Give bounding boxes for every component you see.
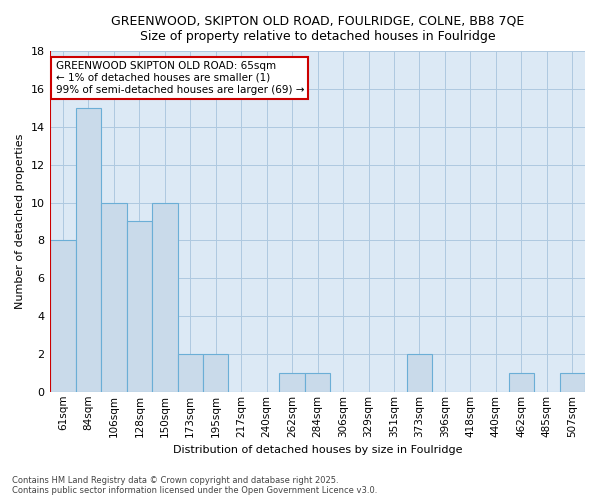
Text: GREENWOOD SKIPTON OLD ROAD: 65sqm
← 1% of detached houses are smaller (1)
99% of: GREENWOOD SKIPTON OLD ROAD: 65sqm ← 1% o…: [56, 62, 304, 94]
Bar: [509, 373, 534, 392]
Bar: [101, 202, 127, 392]
Bar: [407, 354, 432, 392]
Bar: [178, 354, 203, 392]
Bar: [305, 373, 331, 392]
Bar: [560, 373, 585, 392]
Bar: [280, 373, 305, 392]
Title: GREENWOOD, SKIPTON OLD ROAD, FOULRIDGE, COLNE, BB8 7QE
Size of property relative: GREENWOOD, SKIPTON OLD ROAD, FOULRIDGE, …: [111, 15, 524, 43]
Bar: [76, 108, 101, 392]
Bar: [152, 202, 178, 392]
Y-axis label: Number of detached properties: Number of detached properties: [15, 134, 25, 309]
Bar: [127, 222, 152, 392]
Bar: [50, 240, 76, 392]
Text: Contains HM Land Registry data © Crown copyright and database right 2025.
Contai: Contains HM Land Registry data © Crown c…: [12, 476, 377, 495]
X-axis label: Distribution of detached houses by size in Foulridge: Distribution of detached houses by size …: [173, 445, 463, 455]
Bar: [203, 354, 229, 392]
